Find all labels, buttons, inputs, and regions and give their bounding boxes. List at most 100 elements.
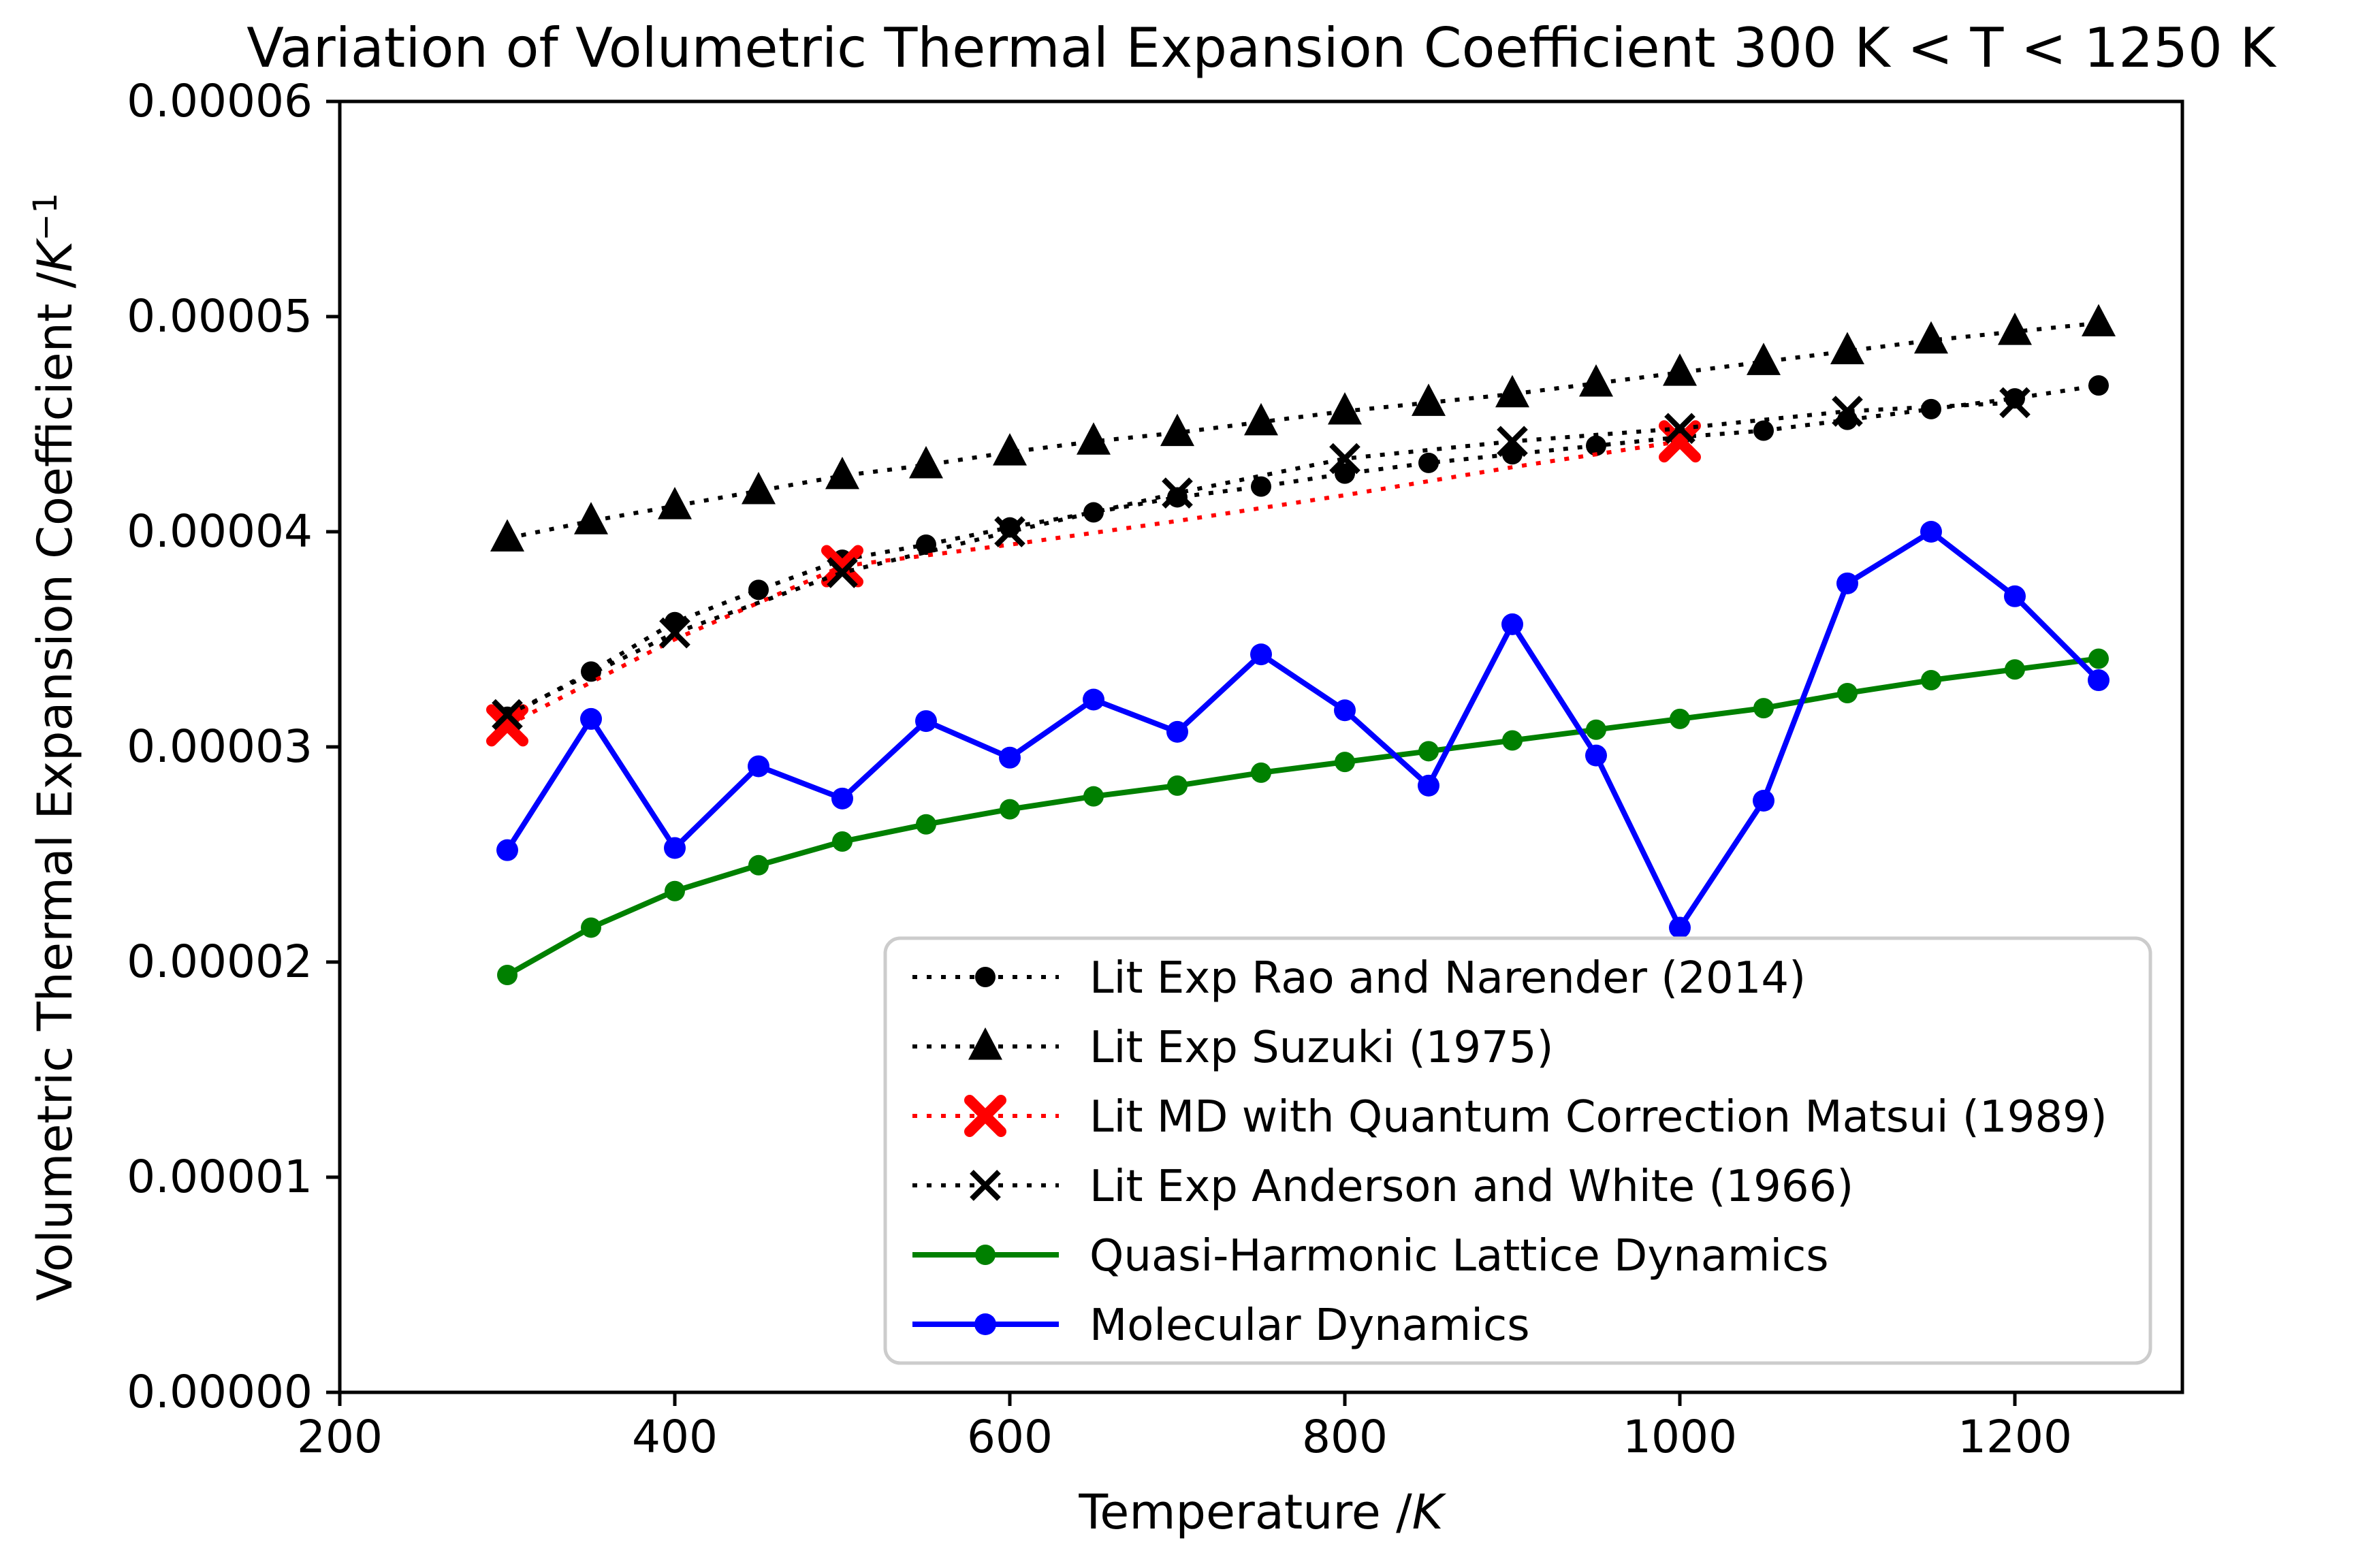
legend-label: Lit Exp Anderson and White (1966) xyxy=(1089,1162,1853,1212)
data-point-marker xyxy=(492,699,523,731)
series-line-quasi-harmonic-lattice-dynamics xyxy=(506,656,2099,978)
data-point-marker xyxy=(832,831,853,852)
data-point-marker xyxy=(748,755,769,778)
data-point-marker xyxy=(1753,420,1774,441)
data-point-marker xyxy=(1669,916,1691,939)
data-point-marker xyxy=(1497,426,1528,458)
series-line-lit-md-with-quantum-correction-matsui-1989 xyxy=(506,439,1681,728)
data-point-marker xyxy=(1501,613,1523,635)
data-point-marker xyxy=(1166,720,1188,743)
data-point-marker xyxy=(999,746,1021,769)
data-point-marker xyxy=(1334,699,1356,722)
data-point-marker xyxy=(994,516,1025,547)
data-point-marker xyxy=(1747,342,1781,375)
data-point-marker xyxy=(1830,332,1864,365)
data-point-marker xyxy=(909,446,943,479)
data-point-marker xyxy=(1664,413,1696,445)
series-quasi-harmonic-lattice-dynamics xyxy=(497,648,2109,985)
data-point-marker xyxy=(1328,392,1362,425)
data-point-marker xyxy=(974,1313,996,1335)
series-markers-lit-exp-anderson-and-white-1966 xyxy=(492,387,2031,731)
series-line-molecular-dynamics xyxy=(505,529,2101,931)
x-tick-label: 1000 xyxy=(1623,1411,1737,1463)
legend-label: Lit MD with Quantum Correction Matsui (1… xyxy=(1089,1092,2107,1142)
legend-entry: Lit Exp Suzuki (1975) xyxy=(912,1023,1554,1073)
data-point-marker xyxy=(1502,730,1523,751)
y-tick-label: 0.00004 xyxy=(127,505,313,558)
legend-entry: Molecular Dynamics xyxy=(912,1300,1530,1351)
data-point-marker xyxy=(968,1027,1002,1060)
legend: Lit Exp Rao and Narender (2014) Lit Exp S… xyxy=(883,936,2152,1365)
data-point-marker xyxy=(742,471,776,505)
data-point-marker xyxy=(581,917,601,938)
data-point-marker xyxy=(1586,719,1606,740)
data-point-marker xyxy=(1412,383,1446,416)
data-point-marker xyxy=(1418,452,1439,473)
data-point-marker xyxy=(1921,670,1941,691)
data-point-marker xyxy=(2004,585,2026,607)
data-point-marker xyxy=(1914,321,1948,354)
data-point-marker xyxy=(580,707,602,730)
data-point-marker xyxy=(497,964,518,985)
y-axis: 0.00000 0.00001 0.00002 0.00003 0.00004 0.000… xyxy=(127,75,340,1418)
series-markers-molecular-dynamics xyxy=(496,521,2110,939)
data-point-marker xyxy=(915,710,937,733)
data-point-marker xyxy=(1998,313,2032,345)
series-molecular-dynamics xyxy=(496,521,2110,939)
data-point-marker xyxy=(496,839,518,861)
data-point-marker xyxy=(1167,775,1188,796)
x-tick-label: 800 xyxy=(1302,1411,1388,1463)
data-point-marker xyxy=(1083,688,1104,711)
data-point-marker xyxy=(1585,744,1607,767)
y-tick-label: 0.00001 xyxy=(127,1151,313,1203)
data-point-marker xyxy=(1160,413,1194,447)
data-point-marker xyxy=(2088,669,2110,692)
data-point-marker xyxy=(1579,364,1613,397)
data-point-marker xyxy=(975,967,996,987)
legend-label: Lit Exp Suzuki (1975) xyxy=(1089,1023,1554,1073)
series-line-lit-exp-anderson-and-white-1966 xyxy=(506,400,2016,717)
data-point-marker xyxy=(659,617,690,649)
series-markers-quasi-harmonic-lattice-dynamics xyxy=(497,648,2109,985)
data-point-marker xyxy=(658,487,692,519)
data-point-marker xyxy=(2088,648,2109,669)
data-point-marker xyxy=(827,557,858,588)
data-point-marker xyxy=(574,502,608,534)
y-tick-label: 0.00006 xyxy=(127,75,313,127)
series-lit-exp-anderson-and-white-1966 xyxy=(492,387,2031,731)
data-point-marker xyxy=(1335,752,1355,773)
series-line-lit-exp-suzuki-1975 xyxy=(507,321,2099,541)
legend-label: Lit Exp Rao and Narender (2014) xyxy=(1089,953,1806,1004)
data-point-marker xyxy=(1251,476,1271,497)
data-point-marker xyxy=(1663,353,1697,386)
data-point-marker xyxy=(1418,741,1439,762)
data-point-marker xyxy=(1000,799,1020,820)
y-tick-label: 0.00002 xyxy=(127,935,313,988)
series-markers-lit-exp-suzuki-1975 xyxy=(490,304,2116,551)
data-point-marker xyxy=(1329,443,1360,475)
data-point-marker xyxy=(964,1095,1006,1137)
legend-entry: Lit MD with Quantum Correction Matsui (1… xyxy=(912,1092,2107,1142)
data-point-marker xyxy=(1753,790,1774,812)
legend-label: Molecular Dynamics xyxy=(1089,1300,1530,1351)
data-point-marker xyxy=(2005,659,2025,680)
data-point-marker xyxy=(665,880,685,901)
legend-entry: Quasi-Harmonic Lattice Dynamics xyxy=(912,1231,1829,1281)
data-point-marker xyxy=(1586,435,1606,456)
y-axis-label: Volumetric Thermal Expansion Coefficient… xyxy=(27,193,83,1301)
y-tick-label: 0.00003 xyxy=(127,720,313,773)
data-point-marker xyxy=(1495,374,1529,408)
legend-box xyxy=(883,936,2152,1365)
x-axis: 200 400 600 800 1000 1200 xyxy=(297,1392,2072,1463)
chart-title: Variation of Volumetric Thermal Expansio… xyxy=(246,16,2277,80)
x-tick-label: 1200 xyxy=(1958,1411,2072,1463)
series-lit-exp-suzuki-1975 xyxy=(490,304,2116,551)
data-point-marker xyxy=(1837,683,1858,703)
legend-label: Quasi-Harmonic Lattice Dynamics xyxy=(1089,1231,1829,1281)
data-point-marker xyxy=(1335,463,1355,484)
data-point-marker xyxy=(970,1170,1001,1201)
data-point-marker xyxy=(1251,762,1271,783)
data-point-marker xyxy=(2082,304,2116,336)
data-point-marker xyxy=(916,814,936,835)
data-point-marker xyxy=(2088,375,2109,396)
